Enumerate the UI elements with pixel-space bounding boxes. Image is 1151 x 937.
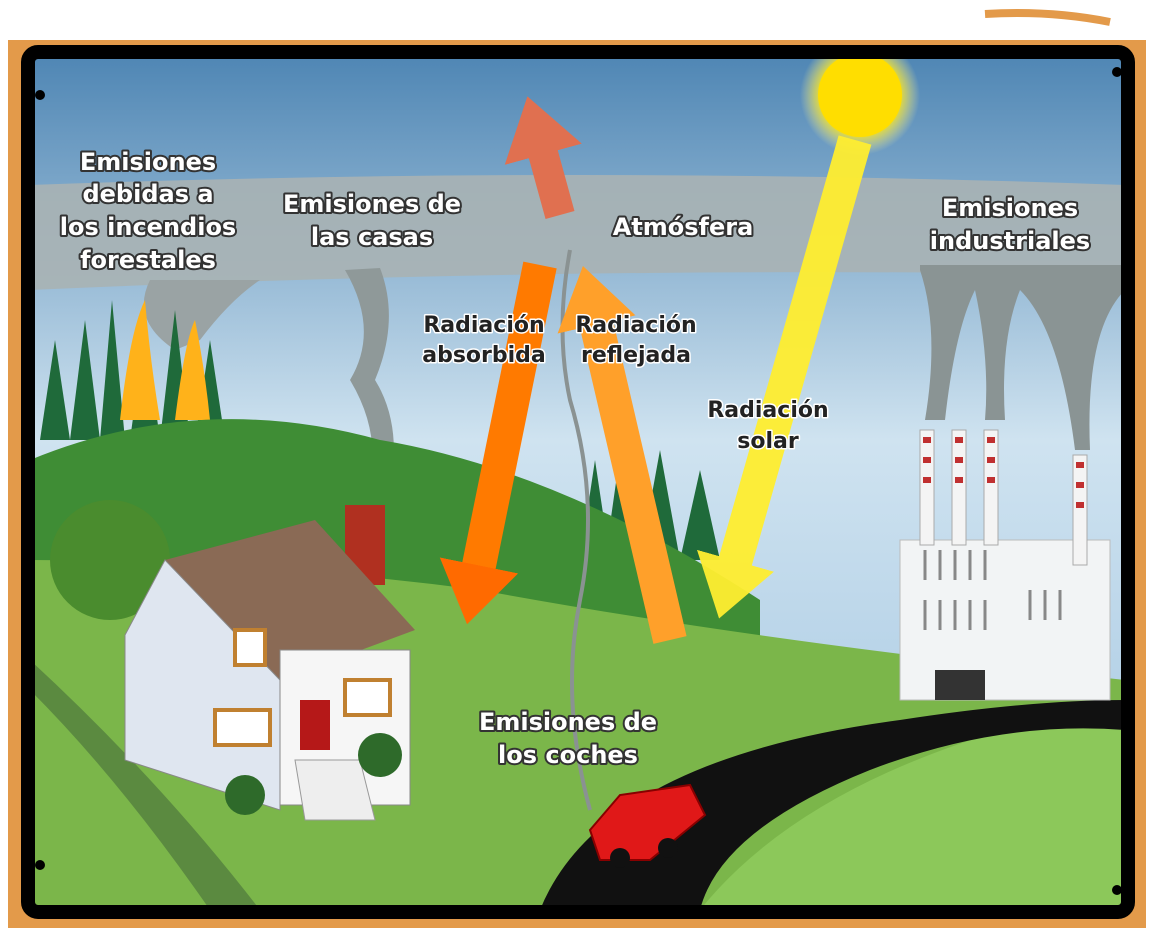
label-line: forestales — [80, 246, 216, 274]
label-line: Radiación — [423, 313, 544, 338]
frame-dot — [1112, 885, 1122, 895]
escaping-arrow — [538, 135, 560, 215]
label-line: Emisiones — [942, 194, 1078, 222]
label-line: absorbida — [422, 343, 546, 368]
label-line: los incendios — [60, 213, 236, 241]
frame-dot — [1112, 67, 1122, 77]
greenhouse-diagram: Emisiones debidas a los incendios forest… — [0, 0, 1151, 937]
bush — [358, 733, 402, 777]
label-line: Emisiones de — [479, 708, 657, 736]
sun — [818, 53, 902, 137]
bush — [225, 775, 265, 815]
frame-dot — [35, 860, 45, 870]
page: {"labels": [ {"lines": ["Emisiones", "de… — [0, 0, 1151, 937]
label-line: industriales — [930, 227, 1090, 255]
label-line: solar — [737, 429, 799, 454]
label-line: las casas — [311, 223, 433, 251]
label-line: Emisiones — [80, 148, 216, 176]
frame-stroke — [985, 13, 1110, 22]
label-line: los coches — [498, 741, 638, 769]
label-line: Radiación — [575, 313, 696, 338]
label-line: debidas a — [82, 180, 213, 208]
label-line: Atmósfera — [613, 213, 754, 241]
label-line: Radiación — [707, 398, 828, 423]
label-line: reflejada — [581, 343, 691, 368]
label-line: Emisiones de — [283, 190, 461, 218]
frame-dot — [35, 90, 45, 100]
